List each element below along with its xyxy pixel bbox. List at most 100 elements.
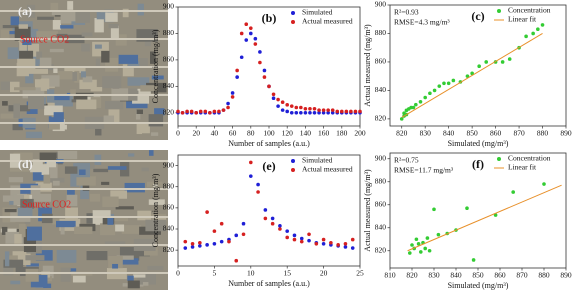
image-block (28, 94, 45, 110)
data-point (262, 68, 267, 73)
x-tick-label: 880 (538, 271, 550, 280)
data-point (299, 110, 303, 115)
x-tick-label: 850 (467, 129, 479, 138)
data-point (249, 174, 253, 178)
source-label: Source CO2 (22, 199, 71, 210)
image-block (107, 215, 114, 225)
x-tick-label: 60 (229, 129, 237, 138)
image-block (53, 112, 64, 123)
image-block (148, 114, 164, 127)
y-tick-label: 880 (163, 181, 175, 190)
data-point (203, 109, 208, 114)
data-point (408, 251, 412, 255)
image-block (79, 169, 86, 176)
image-block (94, 44, 102, 49)
image-block (112, 263, 119, 269)
image-block (2, 195, 23, 202)
data-point (350, 237, 355, 242)
image-block (151, 132, 159, 136)
y-tick-label: 900 (163, 160, 175, 169)
x-tick-label: 820 (406, 271, 418, 280)
image-block (108, 24, 119, 29)
x-tick-label: 830 (420, 129, 432, 138)
data-point (358, 109, 362, 114)
x-tick-label: 820 (396, 129, 408, 138)
data-point (524, 34, 528, 39)
data-point (226, 101, 230, 106)
data-point (425, 236, 430, 240)
x-tick-label: 5 (213, 269, 217, 278)
data-point (205, 243, 209, 247)
satellite-image (0, 150, 168, 290)
x-tick-label: 160 (318, 129, 330, 138)
data-point (189, 109, 194, 114)
x-tick-label: 890 (560, 271, 572, 280)
data-point (410, 243, 414, 247)
data-point (212, 242, 217, 246)
image-block (133, 249, 150, 257)
image-block (40, 78, 50, 91)
image-block (133, 274, 146, 278)
image-block (10, 185, 28, 196)
image-block (79, 79, 97, 90)
image-block (68, 268, 77, 275)
data-point (531, 31, 535, 36)
data-point (436, 232, 441, 237)
data-point (432, 207, 436, 212)
image-block (122, 64, 134, 77)
data-point (299, 105, 303, 110)
data-point (205, 210, 209, 214)
data-point (423, 246, 428, 251)
image-block (66, 194, 78, 207)
legend-swatch (497, 157, 501, 161)
image-block (71, 21, 86, 25)
x-tick-label: 20 (192, 129, 200, 138)
image-block (39, 152, 57, 161)
legend-label: Concentration (508, 154, 551, 163)
road (0, 272, 168, 274)
image-block (90, 87, 103, 92)
road (0, 38, 168, 40)
data-point (212, 229, 217, 233)
image-block (82, 76, 93, 83)
data-point (414, 102, 418, 107)
image-block (30, 185, 41, 200)
data-point (263, 216, 268, 221)
data-point (317, 108, 321, 112)
data-point (329, 240, 333, 245)
image-block (110, 25, 119, 39)
image-block (41, 213, 53, 224)
y-axis-label: Actual measured (mg/m³) (363, 169, 372, 252)
legend-label: Linear fit (508, 163, 537, 172)
image-block (102, 76, 122, 89)
image-block (137, 3, 144, 16)
image-block (73, 92, 94, 101)
image-block (56, 33, 68, 39)
y-tick-label: 900 (375, 153, 387, 162)
image-block (64, 166, 78, 174)
image-block (37, 16, 54, 20)
road (0, 188, 168, 190)
image-block (1, 226, 8, 235)
x-tick-label: 0 (176, 269, 180, 278)
image-block (13, 103, 21, 119)
image-block (127, 77, 150, 86)
image-block (7, 47, 28, 60)
data-point (241, 221, 246, 226)
image-block (57, 150, 78, 160)
image-block (70, 89, 76, 97)
y-tick-label: 900 (163, 2, 175, 11)
image-block (64, 65, 86, 73)
panel-title: (f) (472, 157, 484, 171)
image-block (4, 209, 17, 213)
data-point (183, 246, 188, 250)
image-block (9, 81, 20, 93)
data-point (540, 23, 545, 27)
data-point (307, 238, 311, 243)
data-point (451, 78, 456, 83)
data-point (314, 242, 319, 246)
image-block (104, 241, 126, 246)
source-label: Source CO2 (20, 34, 69, 45)
image-block (41, 75, 60, 87)
